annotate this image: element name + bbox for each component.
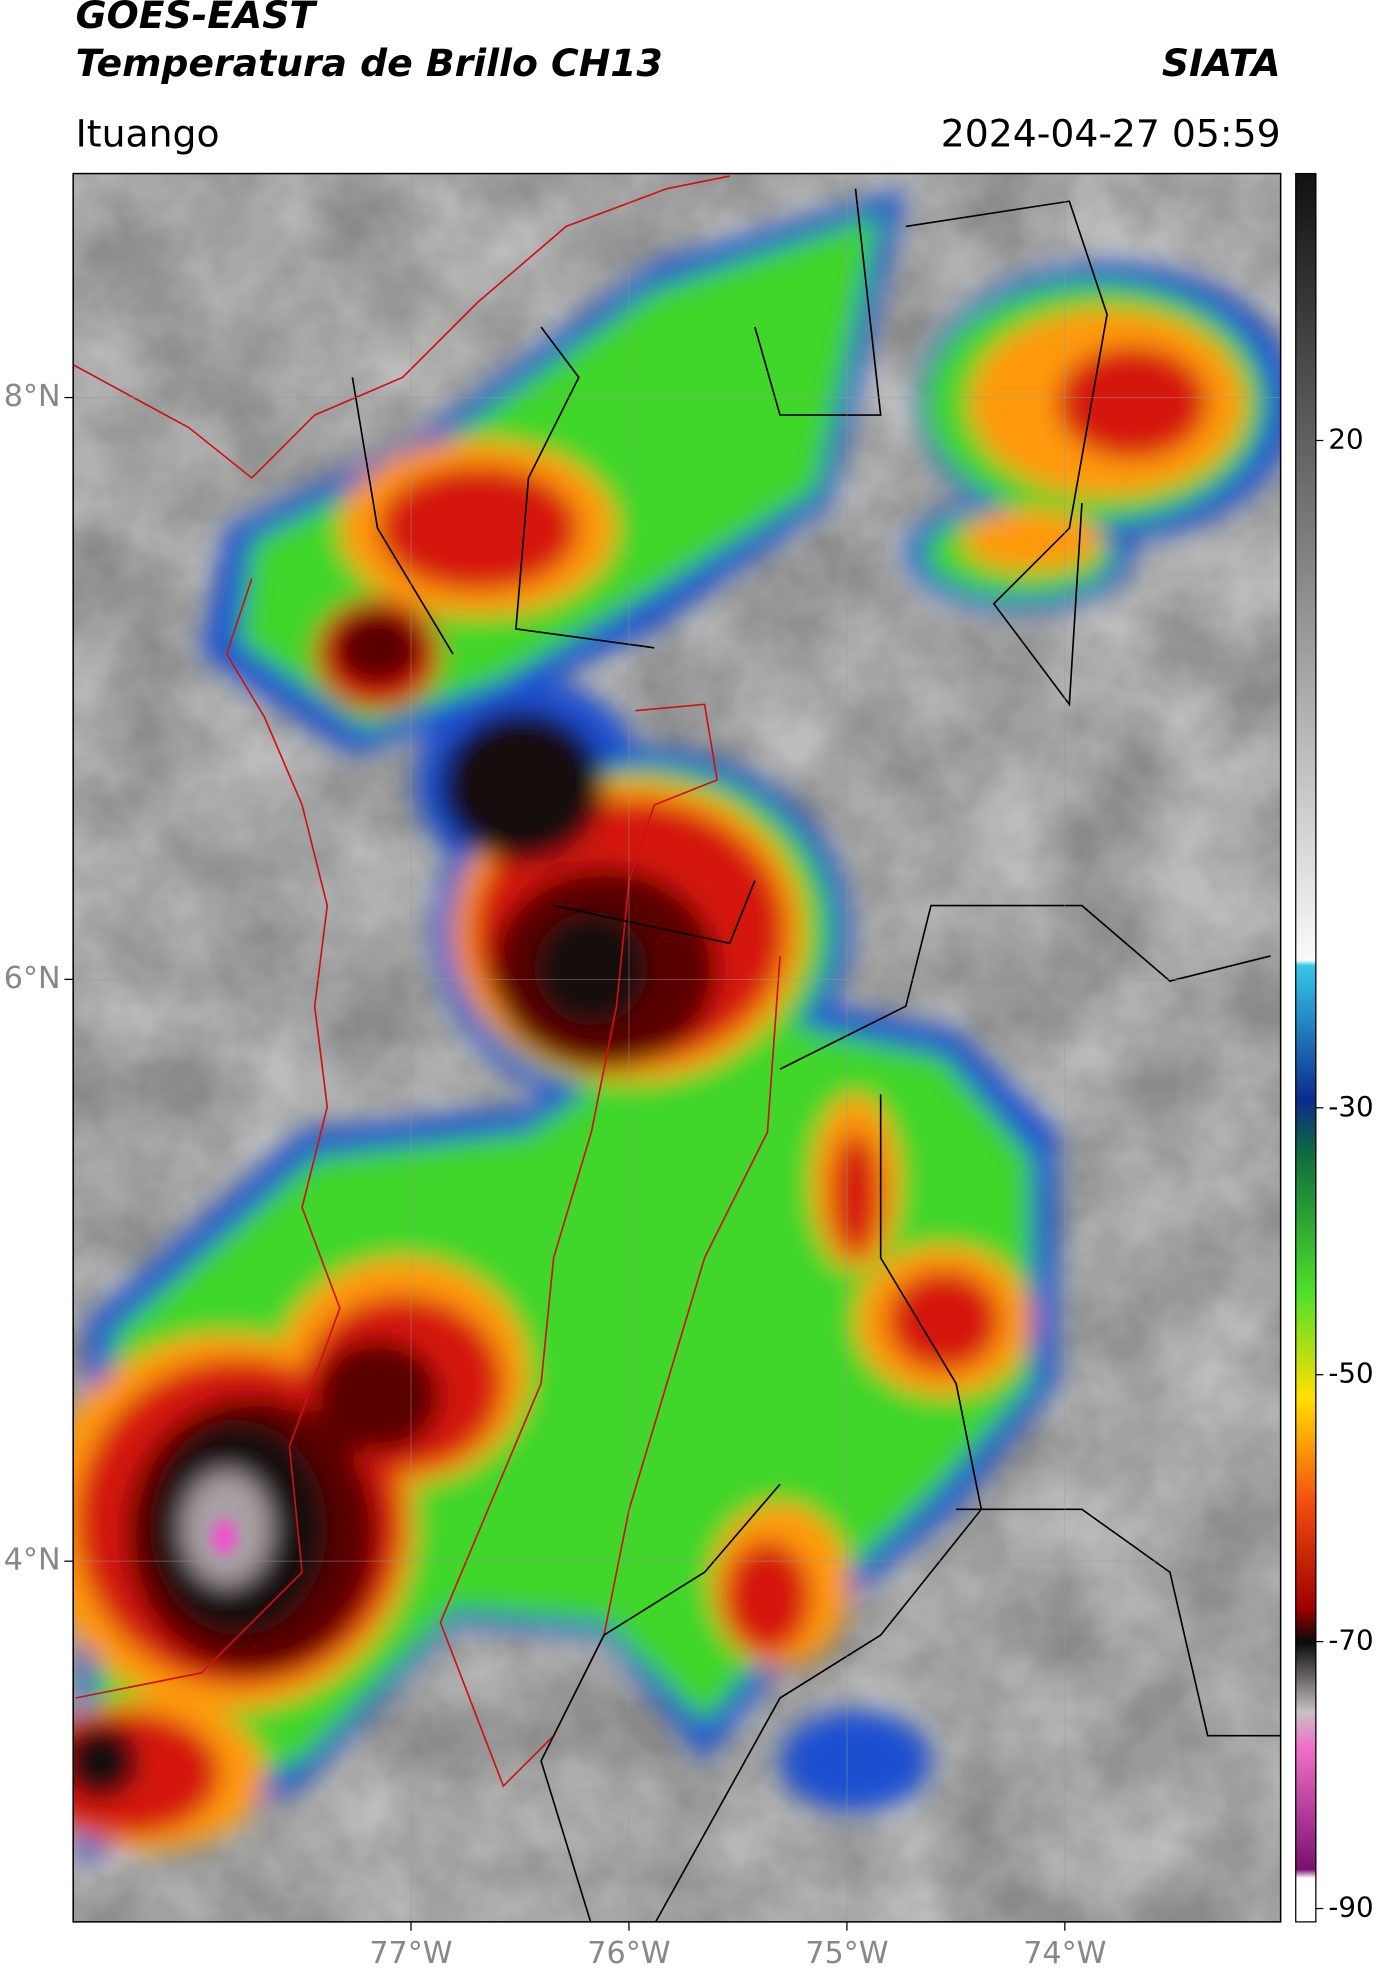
colorbar [1295, 172, 1317, 1923]
location: Ituango [76, 111, 220, 155]
product: Temperatura de Brillo CH13 [76, 41, 663, 85]
x-tick-label: 76°W [587, 1936, 670, 1971]
satellite: GOES-EAST [76, 0, 319, 37]
y-tick-label: 6°N [4, 961, 61, 996]
map-frame [72, 172, 1282, 1923]
x-tick-label: 75°W [805, 1936, 888, 1971]
y-tick-label: 8°N [4, 379, 61, 414]
x-tick-label: 77°W [369, 1936, 452, 1971]
source: SIATA [1162, 41, 1281, 85]
imagery [73, 173, 1281, 1922]
colorbar-tick-label: -30 [1328, 1090, 1373, 1123]
grid [73, 173, 1281, 1922]
colorbar-tick-label: 20 [1328, 422, 1363, 455]
colorbar-tick-label: -50 [1328, 1357, 1373, 1390]
colorbar-tick-label: -90 [1328, 1891, 1373, 1924]
y-tick-label: 4°N [4, 1543, 61, 1578]
x-tick-label: 74°W [1023, 1936, 1106, 1971]
colorbar-tick-label: -70 [1328, 1624, 1373, 1657]
datetime: 2024-04-27 05:59 [941, 111, 1281, 155]
